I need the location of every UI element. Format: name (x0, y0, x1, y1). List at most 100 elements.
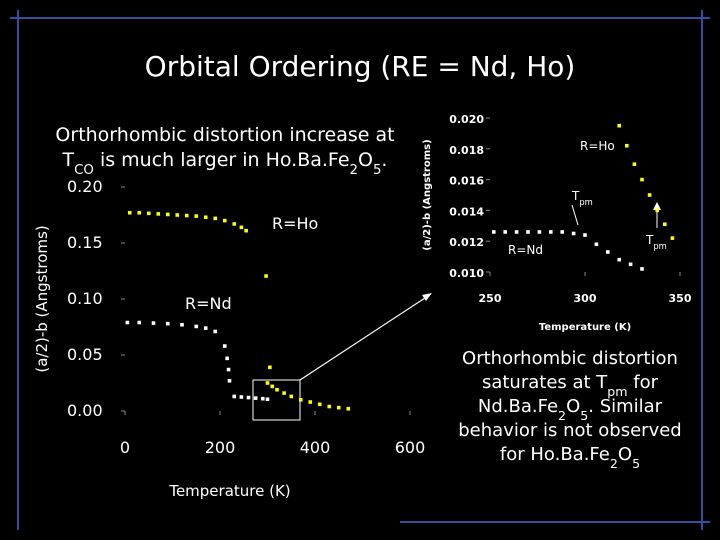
y-tick-label: 0.010 (449, 267, 484, 280)
subscript: 5 (373, 163, 381, 178)
x-tick-label: 200 (205, 438, 236, 457)
data-point (225, 356, 229, 361)
subscript: 2 (558, 408, 566, 423)
text-run: Nd.Ba.Fe (478, 396, 558, 417)
y-tick-label: 0.016 (449, 175, 484, 188)
zoom-arrow (299, 295, 429, 381)
data-point (137, 320, 142, 325)
data-point (127, 210, 132, 215)
data-point (317, 402, 322, 407)
data-point (289, 394, 294, 399)
y-tick-label: 0.15 (67, 233, 103, 252)
data-point (336, 405, 341, 410)
subscript: 2 (350, 163, 358, 178)
data-point (260, 396, 265, 401)
data-point (203, 215, 208, 220)
text-run: T (645, 233, 654, 247)
data-point (165, 321, 170, 326)
text-run: Orthorhombic distortion (462, 348, 678, 369)
data-point (222, 344, 227, 348)
text-run: . (381, 149, 387, 171)
data-point (268, 365, 272, 370)
data-point (146, 211, 151, 216)
data-point (194, 324, 199, 329)
text-run: for (628, 372, 659, 393)
data-point (632, 162, 637, 166)
data-point (275, 387, 279, 392)
x-tick-label: 400 (300, 438, 331, 457)
subscript: CO (74, 163, 94, 178)
data-point (125, 320, 130, 325)
data-point (617, 123, 621, 128)
series-label: R=Ho (580, 139, 615, 153)
text-run: T (571, 189, 580, 203)
data-point (246, 395, 251, 400)
data-point (151, 321, 156, 325)
data-point (227, 378, 232, 383)
text-line: Tpm (571, 189, 593, 207)
data-point (655, 208, 659, 213)
text-line: Tpm (645, 233, 667, 251)
data-point (226, 367, 231, 372)
annotation-arrow (571, 204, 579, 226)
y-tick-label: 0.014 (449, 205, 484, 218)
data-point (137, 210, 142, 215)
slide-title: Orbital Ordering (RE = Nd, Ho) (145, 50, 576, 83)
data-point (549, 230, 553, 234)
data-point (239, 225, 244, 230)
data-point (194, 214, 199, 218)
y-tick-label: 0.20 (67, 177, 103, 196)
data-point (175, 213, 180, 217)
data-point (647, 193, 652, 197)
series-label: R=Nd (508, 243, 543, 257)
data-point (270, 384, 275, 389)
x-axis-label: Temperature (K) (168, 482, 290, 500)
x-tick-label: 350 (669, 292, 692, 305)
text-line: saturates at Tpm for (482, 372, 659, 399)
data-point (503, 230, 507, 234)
subscript: 5 (580, 408, 588, 423)
x-tick-label: 250 (479, 292, 502, 305)
data-point (663, 222, 667, 227)
data-point (560, 230, 564, 234)
subscript: 2 (610, 456, 618, 471)
data-point (571, 231, 576, 236)
data-point (583, 233, 587, 237)
data-point (492, 230, 496, 234)
data-point (213, 216, 218, 221)
data-point (640, 267, 644, 271)
text-run: Orthorhombic distortion increase at (55, 124, 394, 146)
data-point (239, 395, 244, 399)
data-point (594, 242, 599, 247)
x-axis-label: Temperature (K) (539, 322, 631, 333)
data-point (156, 212, 161, 216)
y-axis-label: (a/2)-b (Angstroms) (33, 225, 51, 372)
data-point (213, 329, 218, 334)
text-line: for Ho.Ba.Fe2O5 (500, 444, 640, 471)
series-label: R=Ho (272, 214, 318, 233)
text-line: Orthorhombic distortion (462, 348, 678, 369)
text-run: O (566, 396, 580, 417)
y-tick-label: 0.018 (449, 144, 484, 157)
text-run: behavior is not observed (458, 420, 681, 441)
series-label: R=Nd (185, 294, 232, 313)
data-point (265, 381, 270, 385)
subscript: pm (653, 241, 666, 251)
arrow-head (422, 293, 432, 301)
text-run: T (62, 149, 75, 171)
text-line: Orthorhombic distortion increase at (55, 124, 394, 146)
y-tick-label: 0.012 (449, 236, 484, 249)
text-line: behavior is not observed (458, 420, 681, 441)
data-point (640, 177, 644, 182)
text-run: saturates at T (482, 372, 608, 393)
data-point (537, 230, 542, 234)
text-run: . Similar (588, 396, 662, 417)
data-point (184, 213, 189, 218)
text-run: O (618, 444, 632, 465)
x-tick-label: 300 (574, 292, 597, 305)
data-point (232, 222, 237, 226)
data-point (526, 230, 530, 234)
data-point (298, 398, 303, 402)
zoom-box (252, 379, 301, 421)
